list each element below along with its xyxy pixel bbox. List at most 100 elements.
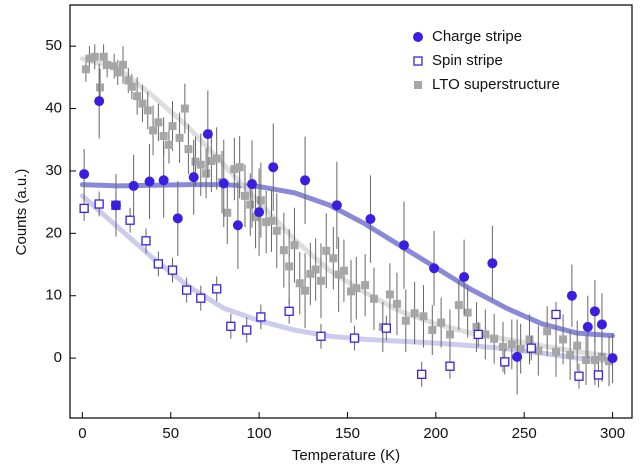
data-point [240, 191, 249, 200]
data-point [385, 290, 394, 299]
data-point [507, 340, 516, 349]
data-point [128, 180, 139, 191]
plot-frame [69, 4, 633, 419]
y-tick-label: 20 [45, 224, 62, 241]
data-point [454, 301, 463, 310]
data-point [301, 286, 310, 295]
data-point [181, 285, 192, 295]
data-point [490, 334, 499, 343]
data-point [153, 259, 164, 269]
data-point [369, 294, 378, 303]
data-point [516, 344, 525, 353]
data-point [230, 165, 239, 174]
data-point [589, 306, 600, 317]
data-point [125, 215, 135, 225]
data-point [500, 357, 510, 367]
data-point [267, 216, 276, 225]
data-point [334, 270, 343, 279]
legend-marker [413, 56, 423, 66]
data-point [459, 272, 470, 283]
data-point [212, 284, 222, 294]
data-point [316, 276, 325, 285]
data-point [188, 172, 199, 183]
x-tick-label: 0 [78, 425, 86, 442]
y-tick-label: 40 [45, 100, 62, 117]
data-point [512, 351, 523, 362]
data-point [110, 62, 119, 71]
data-point [94, 96, 105, 107]
data-point [339, 266, 348, 275]
data-point [597, 352, 606, 361]
data-point [316, 331, 326, 341]
data-point [218, 178, 229, 189]
x-tick-label: 300 [600, 425, 625, 442]
data-point [159, 132, 168, 141]
y-tick-label: 0 [54, 349, 62, 366]
data-point [196, 160, 205, 169]
y-tick-label: 50 [45, 37, 62, 54]
data-point [526, 343, 536, 353]
legend-label: Spin stripe [432, 52, 503, 69]
data-point [311, 265, 320, 274]
data-point [99, 52, 108, 61]
data-point [246, 200, 255, 209]
data-point [525, 335, 534, 344]
legend-label: LTO superstructure [432, 76, 560, 93]
data-point [180, 104, 189, 113]
data-point [574, 371, 584, 381]
data-point [285, 262, 294, 271]
data-point [295, 279, 304, 288]
data-point [487, 258, 498, 269]
data-point [399, 240, 410, 251]
data-point [223, 208, 232, 217]
data-point [284, 306, 294, 316]
y-axis-label: Counts (a.u.) [13, 169, 30, 256]
data-point [110, 200, 121, 211]
data-point [103, 60, 112, 69]
data-point [90, 52, 99, 61]
data-point [251, 213, 260, 222]
data-point [254, 207, 265, 218]
x-tick-label: 250 [512, 425, 537, 442]
data-point [172, 213, 183, 224]
data-point [175, 133, 184, 142]
data-point [331, 200, 342, 211]
data-point [361, 281, 370, 290]
fit-line [79, 56, 616, 359]
data-point [124, 76, 133, 85]
x-tick-label: 200 [423, 425, 448, 442]
data-point [365, 213, 376, 224]
data-point [445, 361, 455, 371]
data-point [429, 263, 440, 274]
data-point [566, 350, 575, 359]
fit-line [79, 182, 616, 339]
data-point [235, 163, 244, 172]
data-point [119, 60, 128, 69]
legend-marker [414, 81, 422, 89]
x-tick-label: 150 [335, 425, 360, 442]
data-point [300, 175, 311, 186]
data-point [573, 341, 582, 350]
data-point [138, 99, 147, 108]
legend-label: Charge stripe [432, 28, 522, 45]
data-point [306, 269, 315, 278]
data-point [473, 329, 483, 340]
data-point [256, 312, 266, 322]
data-point [81, 65, 90, 74]
data-point [202, 129, 213, 140]
data-point [272, 226, 281, 235]
data-point [207, 156, 216, 165]
data-point [552, 347, 561, 356]
x-axis-label: Temperature (K) [292, 447, 400, 464]
data-point [247, 179, 258, 190]
data-point [534, 346, 543, 355]
data-point [607, 353, 618, 364]
data-point [143, 106, 152, 115]
data-point [226, 321, 236, 331]
data-point [322, 246, 331, 255]
data-point [428, 326, 437, 335]
y-tick-label: 10 [45, 287, 62, 304]
x-tick-label: 50 [162, 425, 179, 442]
